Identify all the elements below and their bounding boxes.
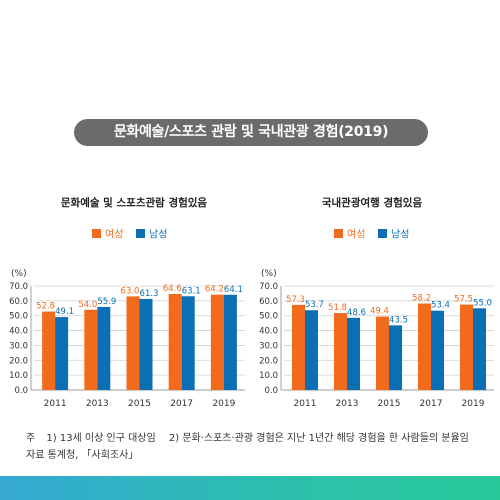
bar-female-2015 [376, 316, 389, 390]
data-label-female-2011: 57.3 [286, 295, 305, 305]
data-label-male-2017: 63.1 [182, 286, 201, 296]
bar-male-2019 [473, 308, 486, 390]
data-label-female-2017: 58.2 [412, 294, 431, 304]
bar-female-2013 [334, 313, 347, 390]
footnote-line-1: 주 1) 13세 이상 인구 대상임 2) 문화·스포츠·관광 경험은 지난 1… [26, 430, 473, 447]
chart-title: 문화예술 및 스포츠관람 경험있음 [61, 196, 208, 209]
y-tick-label: 0.0 [14, 386, 28, 396]
infographic-title: 문화예술/스포츠 관람 및 국내관광 경험(2019) [74, 119, 428, 146]
x-tick-label: 2017 [170, 399, 193, 409]
y-tick-label: 30.0 [9, 341, 28, 351]
data-label-male-2015: 43.5 [389, 315, 408, 325]
legend-swatch-male [136, 229, 145, 238]
data-label-female-2013: 54.0 [78, 300, 97, 310]
data-label-male-2019: 55.0 [473, 298, 492, 308]
data-label-female-2019: 64.2 [205, 285, 224, 295]
bar-male-2017 [181, 296, 195, 390]
legend-swatch-female [92, 229, 101, 238]
legend-label-female: 여성 [347, 229, 365, 241]
y-tick-label: 30.0 [259, 341, 278, 351]
data-label-female-2013: 51.8 [328, 303, 347, 313]
x-tick-label: 2013 [336, 399, 359, 409]
y-tick-label: 60.0 [9, 297, 28, 307]
y-tick-label: 50.0 [9, 312, 28, 322]
legend-swatch-female [334, 229, 343, 238]
y-tick-label: 70.0 [9, 282, 28, 292]
x-tick-label: 2019 [462, 399, 485, 409]
data-label-male-2019: 64.1 [224, 285, 243, 295]
data-label-male-2013: 55.9 [97, 297, 116, 307]
bar-female-2017 [168, 294, 182, 390]
footnote-1: 1) 13세 이상 인구 대상임 [46, 433, 156, 444]
x-tick-label: 2019 [212, 399, 235, 409]
bar-female-2011 [292, 304, 305, 390]
y-tick-label: 20.0 [259, 356, 278, 366]
x-tick-label: 2015 [378, 399, 401, 409]
y-tick-label: 50.0 [259, 312, 278, 322]
x-tick-label: 2017 [420, 399, 443, 409]
bar-female-2015 [126, 296, 140, 390]
legend-label-female: 여성 [105, 229, 123, 241]
bar-female-2019 [210, 294, 224, 390]
footnote-source: 자료 통계청, 「사회조사」 [26, 450, 139, 461]
footnotes: 주 1) 13세 이상 인구 대상임 2) 문화·스포츠·관광 경험은 지난 1… [26, 430, 473, 464]
data-label-male-2011: 53.7 [305, 300, 324, 310]
data-label-female-2015: 49.4 [370, 307, 389, 317]
y-tick-label: 70.0 [259, 282, 278, 292]
x-tick-label: 2011 [44, 399, 67, 409]
y-tick-label: 40.0 [9, 327, 28, 337]
y-unit-label: (%) [11, 269, 27, 279]
bar-male-2017 [431, 310, 444, 390]
data-label-male-2015: 61.3 [140, 289, 159, 299]
data-label-male-2013: 48.6 [347, 308, 366, 318]
y-tick-label: 10.0 [259, 371, 278, 381]
chart-title: 국내관광여행 경험있음 [322, 196, 423, 209]
bar-male-2011 [55, 317, 69, 390]
footnote-2: 2) 문화·스포츠·관광 경험은 지난 1년간 해당 경험을 한 사람들의 분율… [168, 433, 469, 444]
bottom-gradient-strip [0, 476, 500, 500]
bar-female-2013 [84, 309, 98, 390]
bar-female-2017 [418, 303, 431, 390]
legend-label-male: 남성 [149, 229, 167, 241]
bar-male-2011 [305, 310, 318, 390]
footnote-prefix: 주 [26, 433, 36, 444]
data-label-female-2019: 57.5 [454, 295, 473, 305]
legend-swatch-male [378, 229, 387, 238]
bar-female-2011 [42, 311, 56, 390]
data-label-male-2017: 53.4 [431, 301, 450, 311]
bar-male-2019 [223, 294, 237, 390]
data-label-female-2017: 64.6 [163, 284, 182, 294]
y-tick-label: 10.0 [9, 371, 28, 381]
bar-female-2019 [460, 304, 473, 390]
y-tick-label: 60.0 [259, 297, 278, 307]
legend-label-male: 남성 [391, 229, 409, 241]
x-tick-label: 2013 [86, 399, 109, 409]
bar-male-2015 [389, 325, 402, 390]
bar-male-2013 [97, 306, 111, 390]
data-label-male-2011: 49.1 [55, 307, 74, 317]
y-tick-label: 40.0 [259, 327, 278, 337]
bar-male-2013 [347, 317, 360, 390]
y-tick-label: 20.0 [9, 356, 28, 366]
x-tick-label: 2011 [294, 399, 317, 409]
data-label-female-2011: 52.8 [36, 302, 55, 312]
bar-male-2015 [139, 298, 153, 390]
y-unit-label: (%) [261, 269, 277, 279]
data-label-female-2015: 63.0 [121, 286, 140, 296]
x-tick-label: 2015 [128, 399, 151, 409]
y-tick-label: 0.0 [264, 386, 278, 396]
